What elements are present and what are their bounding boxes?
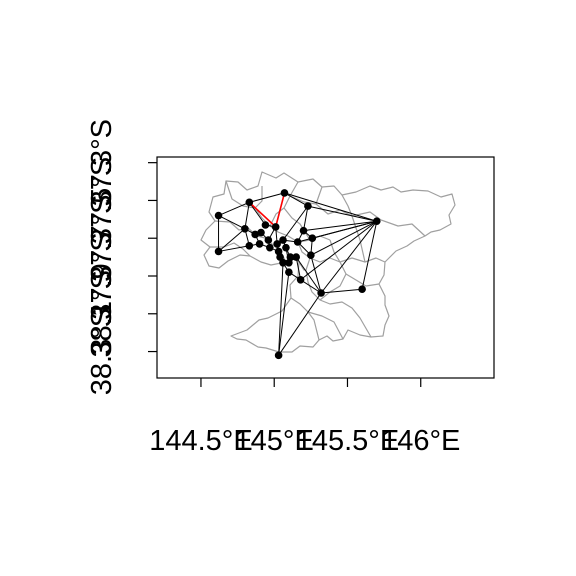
graph-edge — [300, 279, 322, 294]
graph-node — [308, 234, 317, 243]
x-tick-label: 145.5°E — [296, 425, 400, 457]
graph-edge — [300, 220, 378, 281]
graph-edge — [278, 262, 284, 356]
graph-edge — [218, 201, 250, 217]
graph-edge — [310, 255, 322, 294]
x-tick-label: 146°E — [381, 425, 460, 457]
graph-edge — [321, 288, 363, 294]
boundary-internal-16 — [290, 297, 320, 341]
plot-frame — [156, 156, 495, 379]
graph-node — [264, 236, 273, 244]
y-tick-label: 37.7°S — [86, 195, 118, 282]
boundary-internal-18 — [351, 215, 366, 263]
graph-node — [304, 202, 312, 210]
boundary-internal-12 — [305, 257, 372, 338]
graph-edge — [310, 220, 378, 256]
graph-edge — [218, 228, 246, 252]
graph-node — [273, 240, 281, 248]
graph-node — [257, 228, 265, 237]
boundary-internal-7 — [341, 194, 353, 217]
graph-edge — [303, 206, 309, 231]
y-tick-label: 37.9°S — [86, 232, 118, 319]
graph-edge — [218, 215, 246, 230]
graph-node — [372, 217, 381, 226]
graph-edge — [361, 221, 378, 290]
region-boundaries — [200, 171, 456, 353]
graph-node — [285, 268, 293, 277]
graph-edge — [248, 202, 266, 226]
graph-node — [276, 253, 284, 261]
graph-node — [358, 285, 366, 294]
y-tick-label: 37.3°S — [86, 119, 118, 206]
graph-edge — [303, 220, 377, 232]
highlighted-edges — [248, 192, 286, 228]
graph-node — [296, 275, 305, 284]
x-tick-label: 145°E — [235, 425, 314, 457]
graph-edge — [244, 202, 250, 229]
boundary-internal-19 — [283, 207, 311, 241]
graph-edge — [284, 192, 309, 207]
graph-node — [255, 240, 264, 248]
graph-edge — [249, 192, 285, 203]
graph-edge — [282, 205, 309, 241]
boundary-internal-3 — [210, 242, 251, 257]
graph-node — [299, 226, 308, 235]
graph-node — [285, 258, 293, 267]
graph-node — [241, 224, 249, 233]
graph-node — [282, 243, 290, 252]
y-tick-label: 37.5°S — [86, 157, 118, 244]
boundary-internal-11 — [297, 241, 386, 263]
graph-node — [292, 253, 300, 261]
highlighted-edge — [274, 192, 286, 228]
graph-edge — [295, 257, 302, 280]
highlighted-edge — [248, 201, 277, 228]
graph-node — [307, 251, 315, 260]
y-tick-label: 38.3°S — [86, 308, 118, 395]
graph-node — [274, 351, 283, 360]
graph-node — [271, 223, 280, 231]
x-tick-label: 144.5°E — [149, 425, 253, 457]
boundary-internal-6 — [315, 203, 382, 221]
boundary-internal-8 — [380, 219, 426, 237]
graph-node — [251, 230, 259, 239]
graph-node — [317, 289, 325, 297]
graph-node — [214, 247, 223, 256]
graph-node — [279, 236, 287, 244]
graph-edge — [320, 220, 378, 294]
graph-edge — [307, 205, 377, 222]
graph-node — [245, 198, 254, 207]
boundary-internal-14 — [319, 273, 347, 301]
graph-nodes — [214, 189, 381, 360]
graph-node — [293, 238, 302, 246]
graph-node — [261, 221, 270, 229]
y-tick-label: 38.1°S — [86, 270, 118, 357]
graph-node — [245, 241, 254, 250]
boundary-internal-1 — [225, 180, 263, 209]
graph-edge — [284, 192, 377, 222]
graph-node — [266, 243, 274, 252]
graph-node — [279, 258, 287, 267]
boundary-outline — [200, 171, 456, 353]
graph-edge — [278, 292, 322, 356]
boundary-internal-17 — [307, 311, 344, 340]
boundary-internal-5 — [289, 186, 323, 205]
graph-edge — [295, 256, 322, 294]
graph-node — [214, 211, 223, 220]
graph-edge — [278, 272, 290, 356]
graph-edge — [218, 245, 250, 252]
graph-node — [280, 189, 289, 197]
